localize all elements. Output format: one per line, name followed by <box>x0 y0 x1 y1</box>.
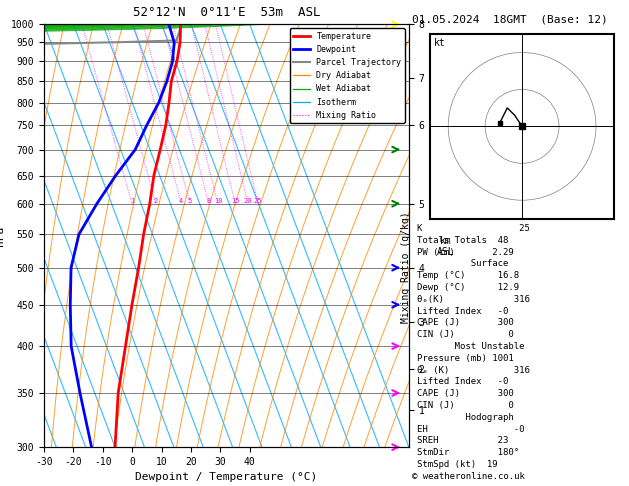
Text: 15: 15 <box>231 198 240 204</box>
Text: LCL: LCL <box>392 36 408 45</box>
Text: 1: 1 <box>130 198 134 204</box>
Text: 5: 5 <box>188 198 192 204</box>
X-axis label: Dewpoint / Temperature (°C): Dewpoint / Temperature (°C) <box>135 472 318 483</box>
Text: 8: 8 <box>206 198 211 204</box>
Text: 4: 4 <box>179 198 184 204</box>
Text: © weatheronline.co.uk: © weatheronline.co.uk <box>412 472 525 481</box>
Text: Mixing Ratio (g/kg): Mixing Ratio (g/kg) <box>401 211 411 323</box>
Y-axis label: km
ASL: km ASL <box>437 236 454 257</box>
Text: 20: 20 <box>244 198 252 204</box>
Text: K                  25
Totals Totals  48
PW (cm)       2.29
          Surface    : K 25 Totals Totals 48 PW (cm) 2.29 Surfa… <box>417 224 567 469</box>
Text: 01.05.2024  18GMT  (Base: 12): 01.05.2024 18GMT (Base: 12) <box>412 15 608 25</box>
Text: 10: 10 <box>214 198 222 204</box>
Text: kt: kt <box>433 38 445 48</box>
Title: 52°12'N  0°11'E  53m  ASL: 52°12'N 0°11'E 53m ASL <box>133 6 320 19</box>
Text: 25: 25 <box>254 198 262 204</box>
Y-axis label: hPa: hPa <box>0 226 5 246</box>
Text: 2: 2 <box>153 198 158 204</box>
Legend: Temperature, Dewpoint, Parcel Trajectory, Dry Adiabat, Wet Adiabat, Isotherm, Mi: Temperature, Dewpoint, Parcel Trajectory… <box>290 29 404 123</box>
